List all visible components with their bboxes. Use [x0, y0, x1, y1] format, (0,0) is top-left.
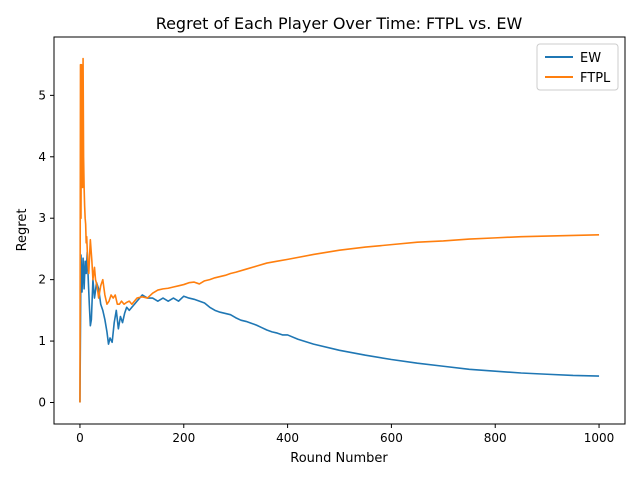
- series-layer: [79, 57, 600, 403]
- series-line-ew: [79, 251, 600, 403]
- legend-label-ew: EW: [580, 51, 601, 66]
- x-tick-label: 0: [76, 431, 84, 445]
- plot-area: 0 200 400 600 800 1000 0 1 2 3 4 5: [38, 36, 626, 445]
- chart-title: Regret of Each Player Over Time: FTPL vs…: [156, 14, 523, 33]
- y-axis-label: Regret: [15, 209, 30, 252]
- y-axis-ticks: 0 1 2 3 4 5: [38, 88, 54, 410]
- y-tick-label: 3: [38, 211, 46, 225]
- x-axis-ticks: 0 200 400 600 800 1000: [76, 424, 614, 445]
- x-tick-label: 200: [172, 431, 195, 445]
- y-tick-label: 2: [38, 273, 46, 287]
- x-tick-label: 800: [484, 431, 507, 445]
- legend: EW FTPL: [536, 43, 619, 91]
- y-tick-label: 5: [38, 88, 46, 102]
- x-tick-label: 400: [276, 431, 299, 445]
- y-tick-label: 0: [38, 396, 46, 410]
- x-tick-label: 1000: [584, 431, 615, 445]
- series-line-ftpl: [79, 57, 600, 403]
- x-tick-label: 600: [380, 431, 403, 445]
- y-tick-label: 4: [38, 150, 46, 164]
- y-tick-label: 1: [38, 334, 46, 348]
- plot-frame: [53, 36, 626, 425]
- legend-label-ftpl: FTPL: [580, 71, 611, 86]
- x-axis-label: Round Number: [290, 451, 388, 466]
- legend-box: [536, 43, 619, 91]
